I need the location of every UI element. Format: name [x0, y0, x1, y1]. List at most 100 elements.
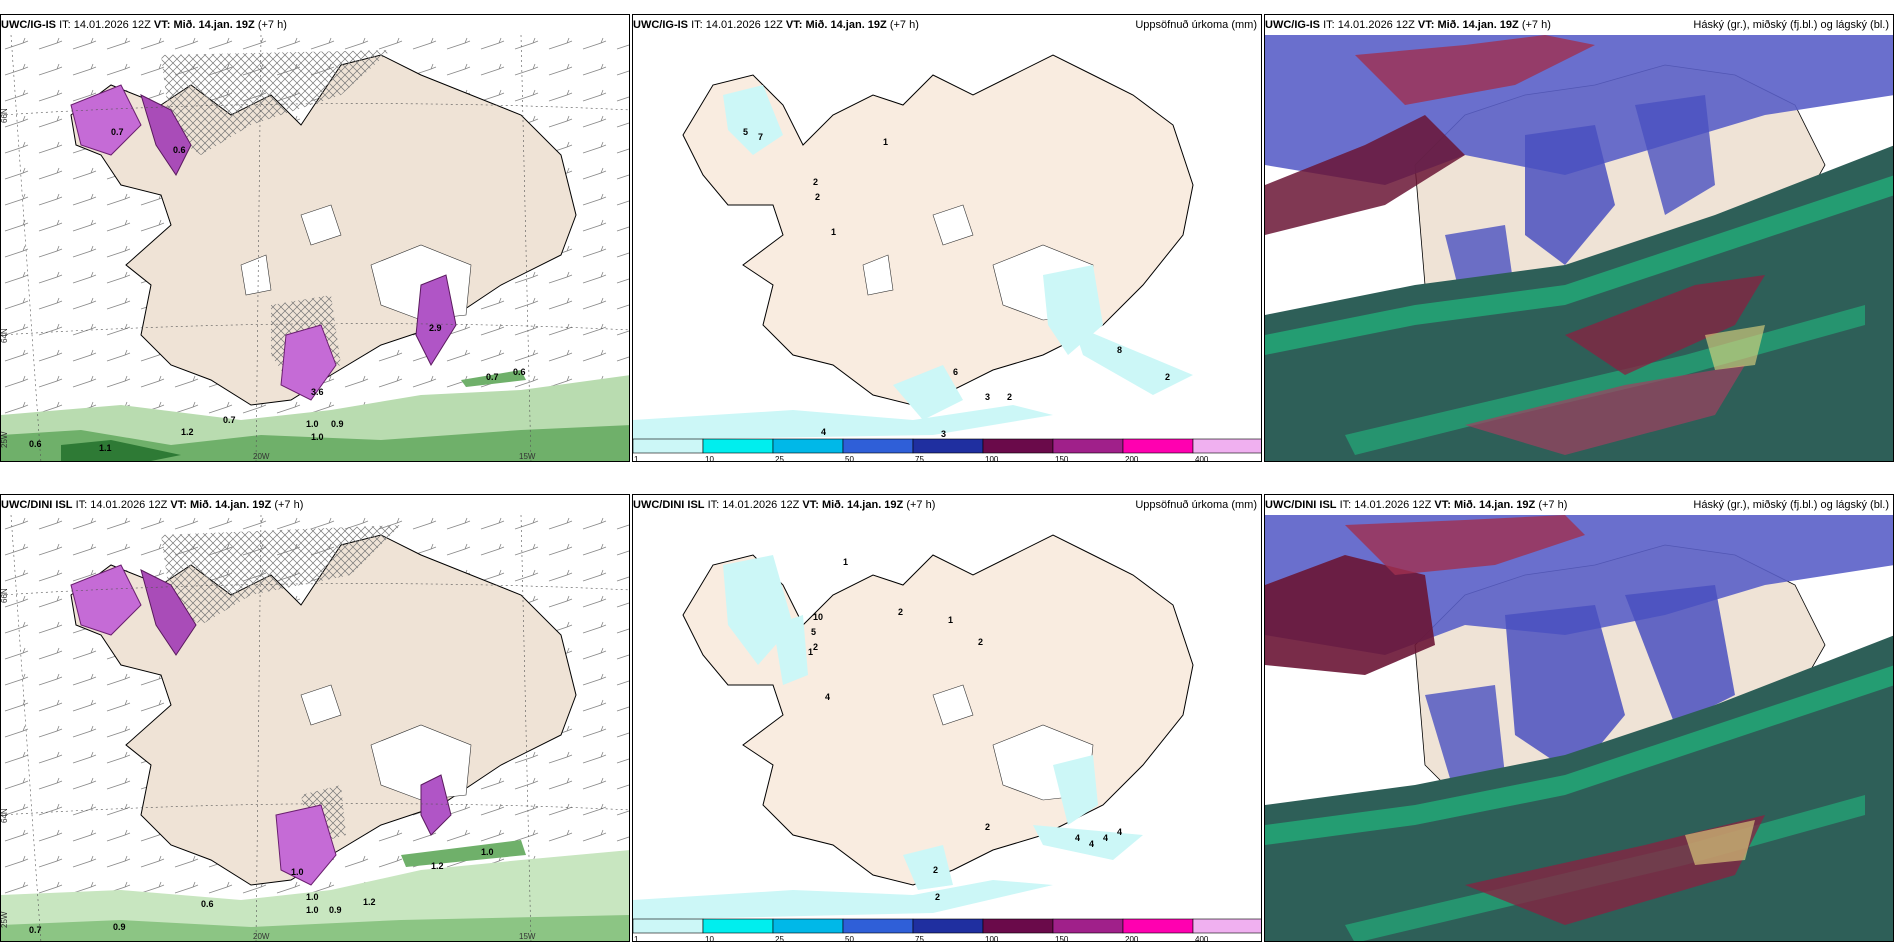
lat-label: 64N [1, 328, 9, 343]
lead-time: (+7 h) [1521, 19, 1551, 31]
cloud-yellow [1685, 820, 1755, 865]
vt-label: VT: [802, 499, 819, 511]
colorbar-tick: 1 [634, 935, 639, 942]
valid-time: Mið. 14.jan. 19Z [1453, 499, 1536, 511]
colorbar-swatch [1192, 918, 1261, 934]
cloud-red-streak [1355, 35, 1595, 105]
panel-precip-dini: UWC/DINI ISL IT: 14.01.2026 12Z VT: Mið.… [632, 494, 1262, 942]
init-time: 14.01.2026 12Z [73, 19, 151, 31]
precip-value: 2 [1165, 372, 1170, 382]
panel-header: UWC/DINI ISL IT: 14.01.2026 12Z VT: Mið.… [633, 495, 1261, 515]
valid-time: Mið. 14.jan. 19Z [1437, 19, 1519, 31]
panel-header: UWC/IG-IS IT: 14.01.2026 12Z VT: Mið. 14… [1265, 15, 1893, 35]
colorbar-tick: 200 [1125, 455, 1139, 462]
precip-area [1053, 755, 1098, 825]
panel-wind-igis: UWC/IG-IS IT: 14.01.2026 12Z VT: Mið. 14… [0, 14, 630, 462]
init-time: 14.01.2026 12Z [705, 19, 783, 31]
precip-area [1073, 325, 1193, 395]
cloud-map [1265, 515, 1893, 941]
glacier [300, 684, 342, 726]
precip-value: 1.0 [291, 867, 304, 877]
mid-cloud-dark [1265, 115, 1465, 235]
precip-value: 0.9 [331, 419, 344, 429]
colorbar-tick: 150 [1055, 935, 1069, 942]
sea-precip-green [61, 440, 181, 461]
colorbar-swatch [1052, 438, 1124, 454]
low-cloud-green [1265, 665, 1893, 845]
panel-title: Háský (gr.), miðský (fj.bl.) og lágský (… [1693, 499, 1889, 511]
colorbar-swatch [702, 438, 774, 454]
colorbar-swatch [702, 918, 774, 934]
lon-label: 15W [519, 452, 536, 461]
colorbar-tick: 50 [845, 935, 854, 942]
panel-header: UWC/IG-IS IT: 14.01.2026 12Z VT: Mið. 14… [633, 15, 1261, 35]
cloud-red-streak [1345, 515, 1585, 575]
high-cloud-blue [1635, 95, 1715, 215]
colorbar-swatch [912, 918, 984, 934]
precip-value: 5 [743, 127, 748, 137]
precip-value: 1.0 [481, 847, 494, 857]
colorbar-tick: 50 [845, 455, 854, 462]
precip-value: 1.0 [306, 419, 319, 429]
precip-value: 1.2 [431, 861, 444, 871]
it-label: IT: [1323, 19, 1335, 31]
model-source: UWC/DINI ISL [633, 499, 705, 511]
precip-value: 3 [941, 429, 946, 439]
vt-label: VT: [170, 499, 187, 511]
colorbar-tick: 150 [1055, 455, 1069, 462]
panel-title: Uppsöfnuð úrkoma (mm) [1135, 19, 1257, 31]
grid-lines [1, 35, 629, 461]
precip-value: 0.6 [513, 367, 526, 377]
precip-purple [415, 274, 457, 367]
panel-title: Uppsöfnuð úrkoma (mm) [1135, 499, 1257, 511]
panel-header: UWC/IG-IS IT: 14.01.2026 12Z VT: Mið. 14… [1, 15, 629, 35]
precip-value: 3 [985, 392, 990, 402]
mid-cloud-red [1465, 365, 1745, 455]
colorbar-swatch [633, 918, 704, 934]
colorbar-swatch [772, 918, 844, 934]
colorbar-swatch [1192, 438, 1261, 454]
colorbar-tick: 75 [915, 935, 924, 942]
colorbar-tick: 25 [775, 935, 784, 942]
lead-time: (+7 h) [889, 19, 919, 31]
precip-value: 2 [1007, 392, 1012, 402]
colorbar-tick: 10 [705, 455, 714, 462]
it-label: IT: [59, 19, 71, 31]
colorbar-tick: 100 [985, 455, 999, 462]
low-cloud-teal [1265, 145, 1893, 461]
vt-label: VT: [1417, 19, 1435, 31]
lat-label: 64N [1, 808, 9, 823]
init-time: 14.01.2026 12Z [1337, 19, 1415, 31]
panel-clouds-igis: UWC/IG-IS IT: 14.01.2026 12Z VT: Mið. 14… [1264, 14, 1894, 462]
panel-precip-igis: UWC/IG-IS IT: 14.01.2026 12Z VT: Mið. 14… [632, 14, 1262, 462]
colorbar-tick: 100 [985, 935, 999, 942]
precip-value: 1.0 [306, 905, 319, 915]
precip-purple [420, 774, 452, 836]
it-label: IT: [691, 19, 703, 31]
precip-area [633, 880, 1053, 920]
precip-purple [70, 84, 142, 156]
precip-value: 0.6 [201, 899, 214, 909]
valid-time: Mið. 14.jan. 19Z [805, 19, 887, 31]
precip-value: 2 [985, 822, 990, 832]
wind-map: 66N 64N 20W 15W 25W 0.7 0.6 0.7 1.1 1.2 … [1, 35, 629, 461]
vt-label: VT: [1434, 499, 1451, 511]
lead-time: (+7 h) [257, 19, 287, 31]
model-source: UWC/IG-IS [633, 19, 688, 31]
it-label: IT: [75, 499, 88, 511]
lat-label: 66N [1, 588, 9, 603]
colorbar: 1 10 25 50 75 100 150 200 400 [633, 918, 1261, 942]
sea-precip-green [1, 915, 629, 941]
precip-value: 4 [1075, 833, 1080, 843]
sea-precip-green [1, 850, 629, 941]
precip-value: 2 [898, 607, 903, 617]
colorbar-swatch [633, 438, 704, 454]
colorbar-swatch [1052, 918, 1124, 934]
glacier [932, 204, 974, 246]
precip-value: 2 [935, 892, 940, 902]
precip-value: 2 [815, 192, 820, 202]
precip-map: 1 2 2 1 6 7 5 8 2 3 2 4 3 1 10 25 50 75 100 15… [633, 35, 1261, 462]
colorbar-tick: 1 [634, 455, 639, 462]
precip-value: 2 [813, 642, 818, 652]
precip-value: 4 [1103, 833, 1108, 843]
